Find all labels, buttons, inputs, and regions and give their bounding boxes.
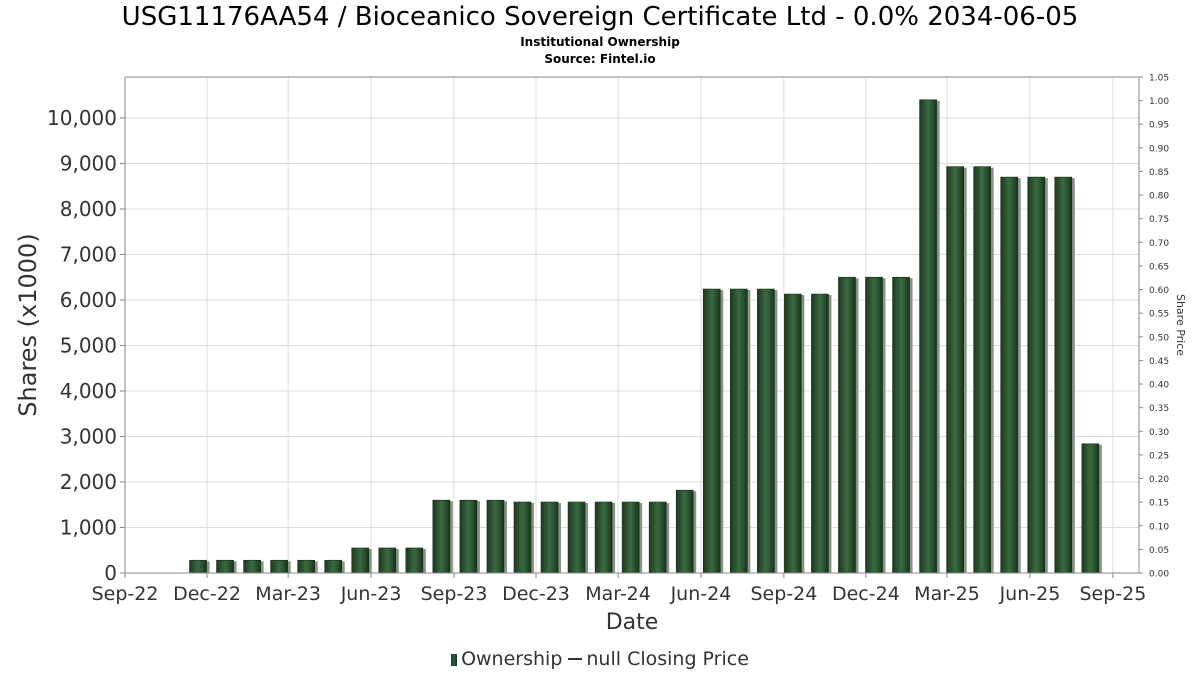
x-tick-label: Dec-24: [832, 583, 900, 605]
ownership-bar: [811, 293, 829, 574]
y2-tick-label: 0.15: [1149, 499, 1169, 509]
ownership-bar: [892, 276, 910, 574]
ownership-bar: [594, 501, 613, 574]
y2-tick-label: 0.30: [1149, 428, 1169, 438]
y2-tick-label: 0.20: [1149, 475, 1169, 485]
y2-tick-label: 0.00: [1149, 570, 1169, 580]
x-axis-label: Date: [606, 610, 659, 635]
price-legend-swatch: [568, 658, 583, 660]
y2-tick-label: 0.85: [1149, 168, 1169, 178]
x-tick-label: Sep-23: [421, 583, 488, 605]
ownership-bar: [540, 501, 559, 574]
ownership-bar: [243, 559, 261, 574]
x-tick-label: Jun-25: [999, 583, 1061, 605]
chart-subtitle: Institutional Ownership: [520, 35, 680, 49]
ownership-legend-swatch: [451, 654, 458, 666]
y2-tick-label: 0.95: [1149, 121, 1169, 131]
ownership-bar: [567, 501, 586, 574]
y-tick-label: 10,000: [47, 106, 117, 130]
y2-tick-label: 0.60: [1149, 286, 1169, 296]
y2-tick-label: 0.65: [1149, 262, 1169, 272]
y-tick-label: 3,000: [60, 424, 117, 448]
y-tick-label: 2,000: [60, 470, 117, 494]
x-tick-label: Mar-24: [585, 583, 651, 605]
y2-tick-label: 0.75: [1149, 215, 1169, 225]
x-tick-label: Jun-24: [670, 583, 732, 605]
y-tick-label: 7,000: [60, 242, 117, 266]
y-tick-label: 6,000: [60, 288, 117, 312]
y-tick-label: 5,000: [60, 333, 117, 357]
ownership-bar: [675, 489, 694, 574]
plot-area: [125, 77, 1139, 573]
x-tick-label: Sep-22: [92, 583, 159, 605]
ownership-bar: [1054, 176, 1073, 574]
y2-tick-label: 0.50: [1149, 333, 1169, 343]
y-tick-label: 0: [104, 561, 117, 585]
ownership-bar: [324, 559, 343, 574]
y2-tick-label: 0.55: [1149, 310, 1169, 320]
y-tick-label: 8,000: [60, 197, 117, 221]
y2-tick-label: 0.90: [1149, 144, 1169, 154]
y-tick-label: 4,000: [60, 379, 117, 403]
y2-tick-label: 0.10: [1149, 522, 1169, 532]
ownership-bar: [919, 99, 937, 574]
y-tick-label: 1,000: [60, 515, 117, 539]
ownership-bar: [838, 276, 856, 574]
y-axis-label: Shares (x1000): [14, 233, 42, 416]
y2-tick-label: 1.05: [1149, 74, 1169, 84]
x-tick-label: Sep-25: [1079, 583, 1146, 605]
ownership-bar: [757, 288, 775, 574]
ownership-bar: [621, 501, 640, 574]
y2-tick-label: 0.35: [1149, 404, 1169, 414]
ownership-bar: [270, 559, 288, 574]
y2-tick-label: 0.45: [1149, 357, 1169, 367]
ownership-bar: [1000, 176, 1019, 574]
ownership-bar: [730, 288, 748, 574]
y2-tick-label: 0.05: [1149, 546, 1169, 556]
x-tick-label: Sep-24: [750, 583, 817, 605]
chart-source: Source: Fintel.io: [544, 52, 656, 66]
x-tick-label: Jun-23: [340, 583, 402, 605]
ownership-bar: [513, 501, 532, 574]
ownership-bar: [378, 547, 397, 574]
y2-tick-label: 0.25: [1149, 451, 1169, 461]
ownership-bar: [189, 559, 207, 574]
ownership-bar: [784, 293, 802, 574]
ownership-bar: [351, 547, 370, 574]
chart-title: USG11176AA54 / Bioceanico Sovereign Cert…: [121, 2, 1079, 32]
ownership-bar: [486, 499, 505, 574]
x-tick-label: Dec-22: [173, 583, 241, 605]
ownership-bar: [432, 499, 451, 574]
y2-tick-label: 0.40: [1149, 381, 1169, 391]
ownership-bar: [648, 501, 667, 574]
ownership-legend-label: Ownership: [461, 648, 563, 670]
y2-axis-label: Share Price: [1174, 294, 1187, 356]
ownership-bar: [1081, 443, 1100, 574]
y2-tick-label: 0.80: [1149, 192, 1169, 202]
y2-tick-label: 0.70: [1149, 239, 1169, 249]
ownership-bar: [702, 288, 721, 574]
ownership-bar: [946, 166, 964, 574]
y2-tick-label: 1.00: [1149, 97, 1169, 107]
x-tick-label: Dec-23: [502, 583, 570, 605]
y-tick-label: 9,000: [60, 151, 117, 175]
x-tick-label: Mar-25: [914, 583, 980, 605]
x-tick-label: Mar-23: [255, 583, 321, 605]
ownership-bar: [297, 559, 315, 574]
price-legend-label: null Closing Price: [586, 648, 749, 670]
ownership-bar: [1027, 176, 1046, 574]
ownership-bar: [865, 276, 883, 574]
ownership-bar: [973, 166, 991, 574]
ownership-bar: [405, 547, 424, 574]
ownership-bar: [216, 559, 234, 574]
ownership-bar: [459, 499, 478, 574]
chart-legend: Ownership null Closing Price: [0, 648, 1200, 670]
